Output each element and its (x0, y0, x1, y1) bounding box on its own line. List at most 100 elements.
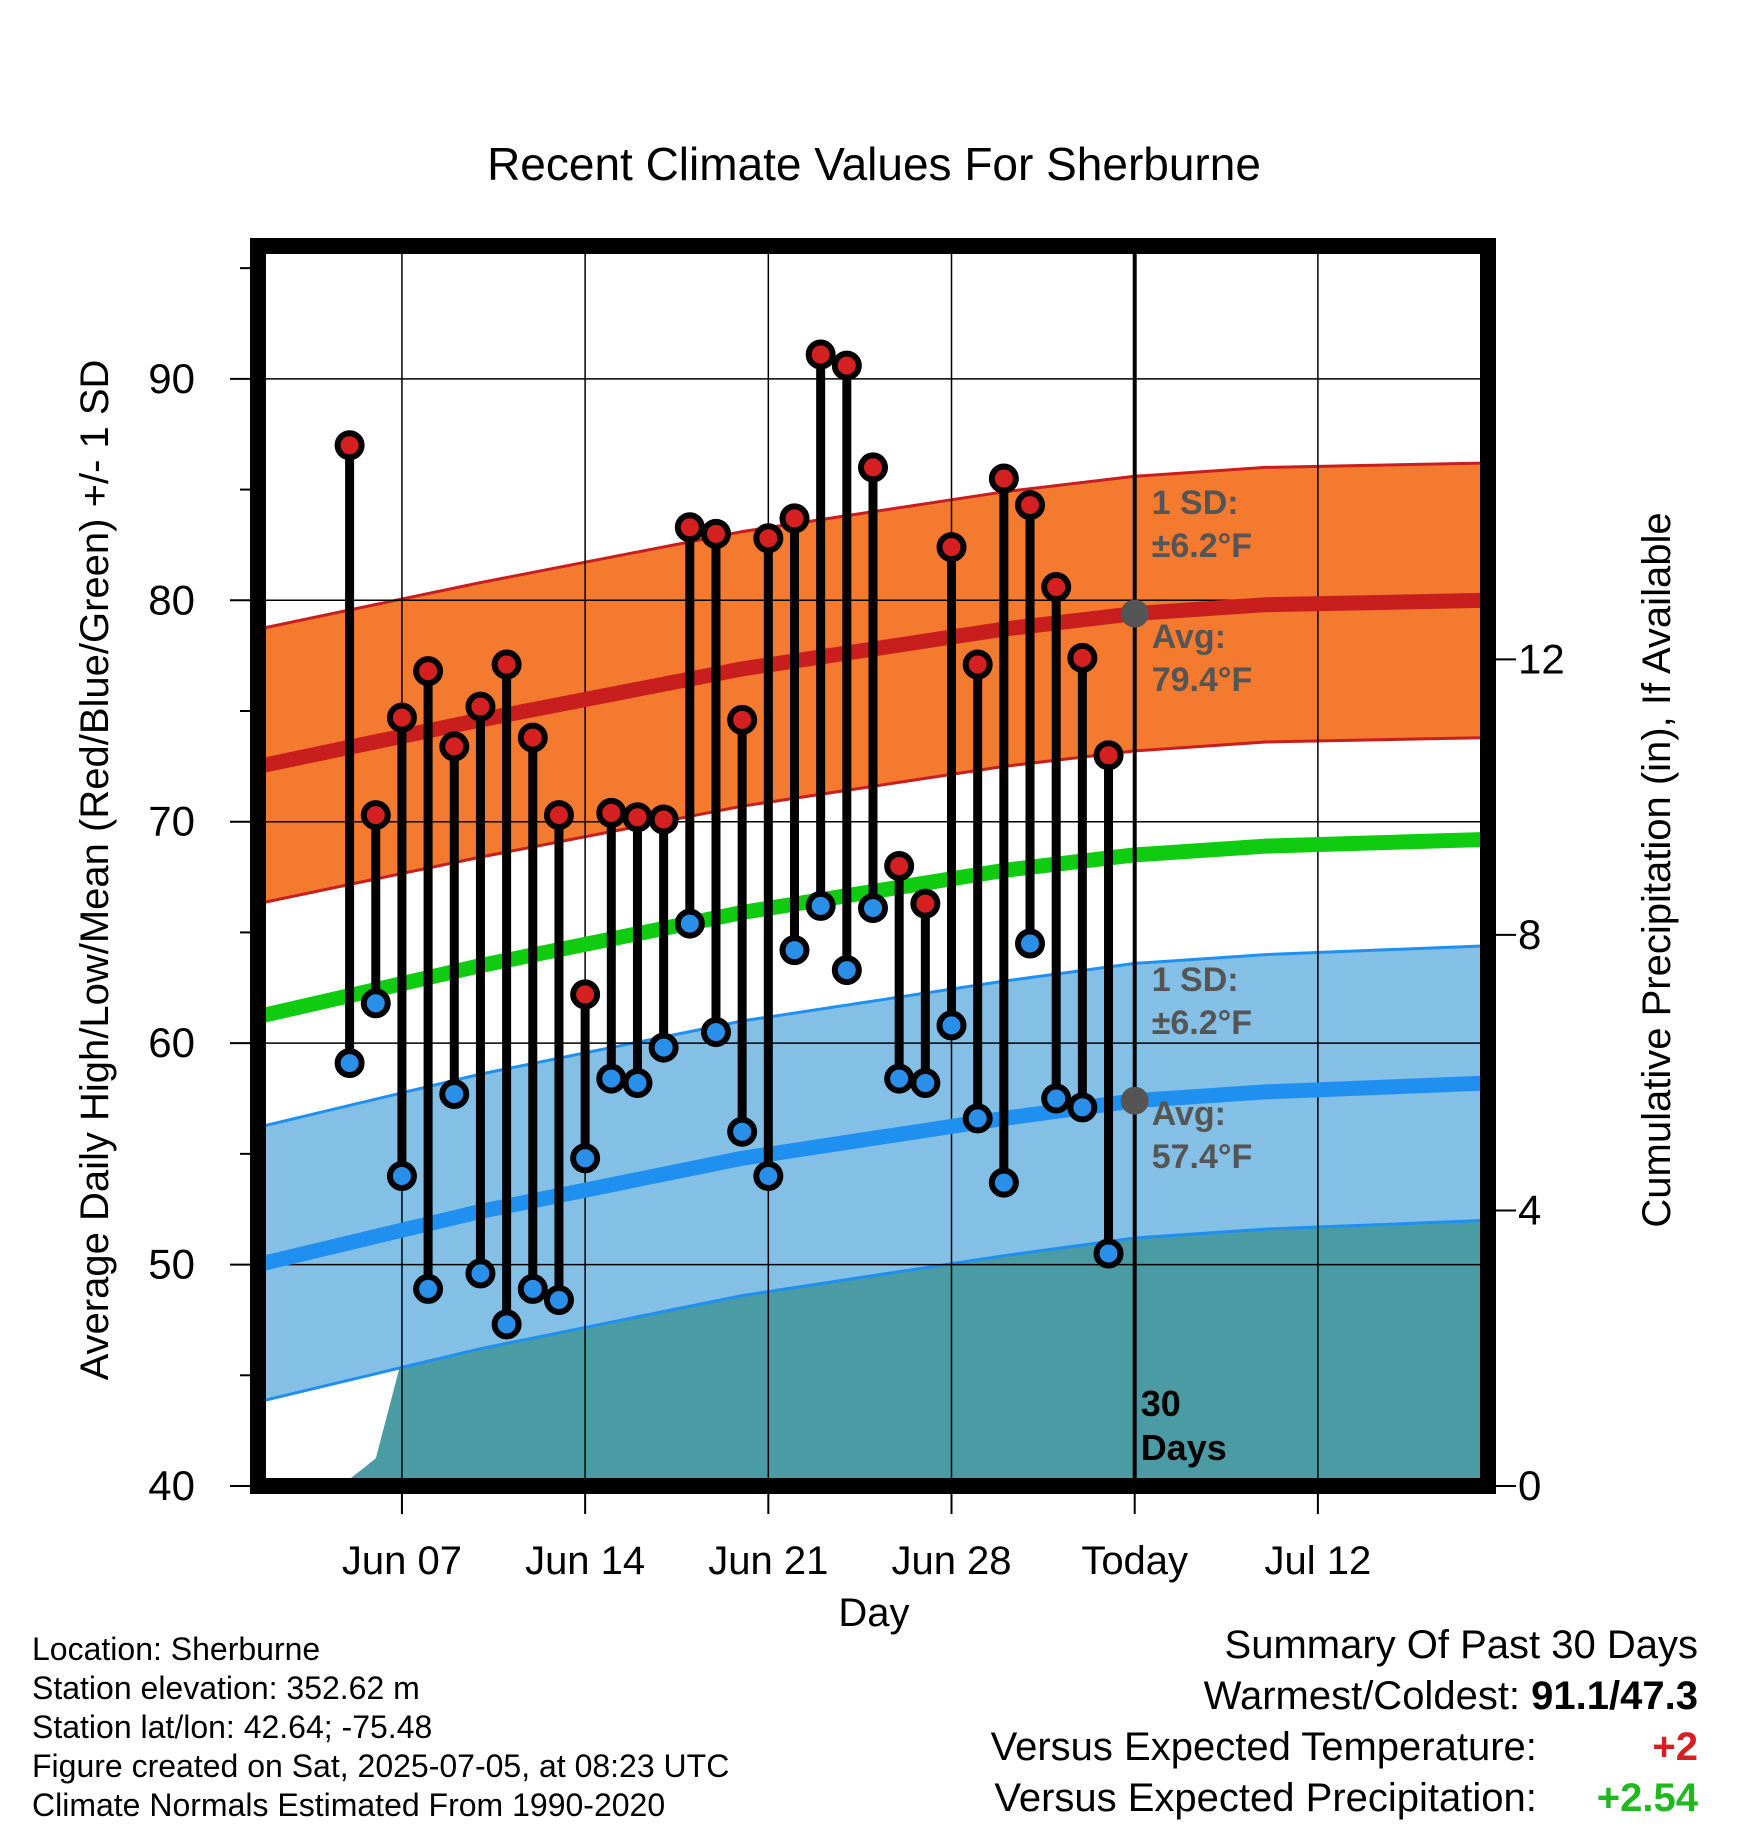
daily-high-point (570, 979, 601, 1010)
avg-low-label: Avg: (1152, 1095, 1226, 1133)
daily-high-point (517, 722, 548, 753)
daily-low-point (413, 1273, 444, 1304)
today-avg-low-marker (1120, 1086, 1149, 1115)
daily-low-point (648, 1032, 679, 1063)
today-days-label: Days (1141, 1427, 1227, 1468)
plot-area: 1 SD: ±6.2°F Avg: 79.4°F 1 SD: ±6.2°F Avg: 57.4… (148, 238, 1565, 1583)
x-axis: Jun 07 Jun 14 Jun 21 Jun 28 Today Jul 12 (342, 1494, 1371, 1583)
x-tick-label: Jun 28 (891, 1539, 1011, 1583)
daily-low-point (858, 893, 888, 924)
daily-high-point (622, 802, 653, 833)
high-sd-value: ±6.2°F (1152, 527, 1252, 565)
x-tick-label: Today (1081, 1539, 1188, 1583)
daily-high-point (884, 851, 915, 881)
low-sd-value: ±6.2°F (1152, 1004, 1252, 1042)
x-tick-label: Jul 12 (1265, 1539, 1372, 1583)
y2-tick-label: 8 (1518, 911, 1541, 958)
y2-tick-label: 0 (1518, 1462, 1541, 1509)
daily-low-point (1041, 1083, 1072, 1114)
temp-value: +2 (1652, 1725, 1698, 1769)
daily-low-point (386, 1161, 417, 1191)
y-tick-label: 90 (148, 355, 195, 402)
plot-frame (250, 238, 1496, 1494)
daily-high-point (700, 518, 731, 549)
daily-low-point (491, 1309, 522, 1340)
y-tick-label: 80 (148, 576, 195, 623)
daily-low-point (910, 1068, 941, 1098)
daily-low-point (674, 908, 705, 939)
daily-high-point (334, 430, 365, 461)
daily-high-point (439, 731, 470, 762)
daily-high-point (465, 691, 496, 722)
daily-high-point (910, 888, 941, 919)
daily-low-point (1067, 1092, 1098, 1123)
y2-tick-label: 4 (1518, 1186, 1541, 1233)
daily-high-point (1093, 740, 1124, 771)
summary-title: Summary Of Past 30 Days (1224, 1623, 1698, 1667)
daily-high-point (413, 656, 444, 687)
avg-high-label: Avg: (1152, 618, 1226, 656)
daily-low-point (884, 1063, 915, 1094)
precip-label: Versus Expected Precipitation: (994, 1776, 1537, 1820)
summary-warm-cold: Warmest/Coldest: 91.1/47.3 (991, 1671, 1698, 1722)
daily-high-point (543, 800, 574, 831)
daily-high-point (386, 702, 417, 733)
summary-panel: Summary Of Past 30 Days Warmest/Coldest:… (991, 1620, 1698, 1824)
daily-low-point (360, 988, 391, 1019)
summary-temp: Versus Expected Temperature: +2 (991, 1722, 1698, 1773)
daily-low-point (700, 1017, 731, 1048)
daily-high-point (596, 797, 627, 828)
info-location: Location: Sherburne (32, 1631, 321, 1667)
daily-high-point (962, 649, 993, 680)
y-tick-label: 70 (148, 798, 195, 845)
today-days-count: 30 (1141, 1383, 1181, 1424)
daily-low-point (779, 935, 810, 966)
low-sd-lower-line (258, 1218, 1488, 1404)
daily-low-point (596, 1063, 627, 1094)
daily-low-point (1015, 928, 1046, 959)
chart-title: Recent Climate Values For Sherburne (487, 138, 1261, 190)
x-tick-label: Jun 21 (708, 1539, 828, 1583)
warm-cold-label: Warmest/Coldest: (1203, 1674, 1521, 1718)
daily-low-point (805, 890, 836, 921)
daily-high-point (1041, 572, 1072, 602)
y-tick-label: 50 (148, 1241, 195, 1288)
daily-high-point (831, 350, 862, 381)
precip-value: +2.54 (1596, 1776, 1698, 1820)
info-elevation: Station elevation: 352.62 m (32, 1670, 420, 1706)
daily-high-point (360, 800, 391, 831)
daily-low-point (936, 1010, 967, 1041)
x-tick-label: Jun 07 (342, 1539, 462, 1583)
info-created: Figure created on Sat, 2025-07-05, at 08… (32, 1748, 730, 1784)
y-axis-label: Average Daily High/Low/Mean (Red/Blue/Gr… (73, 360, 117, 1381)
x-axis-label: Day (838, 1591, 909, 1635)
x-tick-label: Jun 14 (525, 1539, 645, 1583)
avg-high-value: 79.4°F (1152, 661, 1253, 699)
high-sd-label: 1 SD: (1152, 484, 1239, 522)
daily-high-point (648, 804, 679, 835)
daily-low-point (334, 1048, 365, 1079)
daily-low-point (517, 1273, 548, 1304)
info-normals: Climate Normals Estimated From 1990-2020 (32, 1787, 666, 1823)
station-info: Location: Sherburne Station elevation: 3… (32, 1630, 729, 1825)
daily-high-point (988, 463, 1019, 494)
daily-low-point (1093, 1238, 1124, 1269)
daily-high-point (779, 503, 810, 534)
daily-low-point (622, 1068, 653, 1098)
y2-tick-label: 12 (1518, 635, 1565, 682)
y-tick-label: 60 (148, 1019, 195, 1066)
daily-low-point (831, 955, 862, 986)
daily-low-point (988, 1167, 1019, 1198)
daily-high-point (753, 523, 784, 554)
daily-low-point (439, 1079, 470, 1110)
daily-high-point (1067, 642, 1098, 673)
daily-high-point (674, 512, 705, 543)
daily-low-point (465, 1258, 496, 1289)
daily-high-point (858, 452, 888, 483)
warm-cold-value: 91.1/47.3 (1531, 1674, 1698, 1718)
y2-axis: 0 4 8 12 (1496, 635, 1565, 1509)
y-axis: 40 50 60 70 80 90 (148, 267, 250, 1509)
low-sd-label: 1 SD: (1152, 961, 1239, 999)
daily-low-point (753, 1161, 784, 1191)
